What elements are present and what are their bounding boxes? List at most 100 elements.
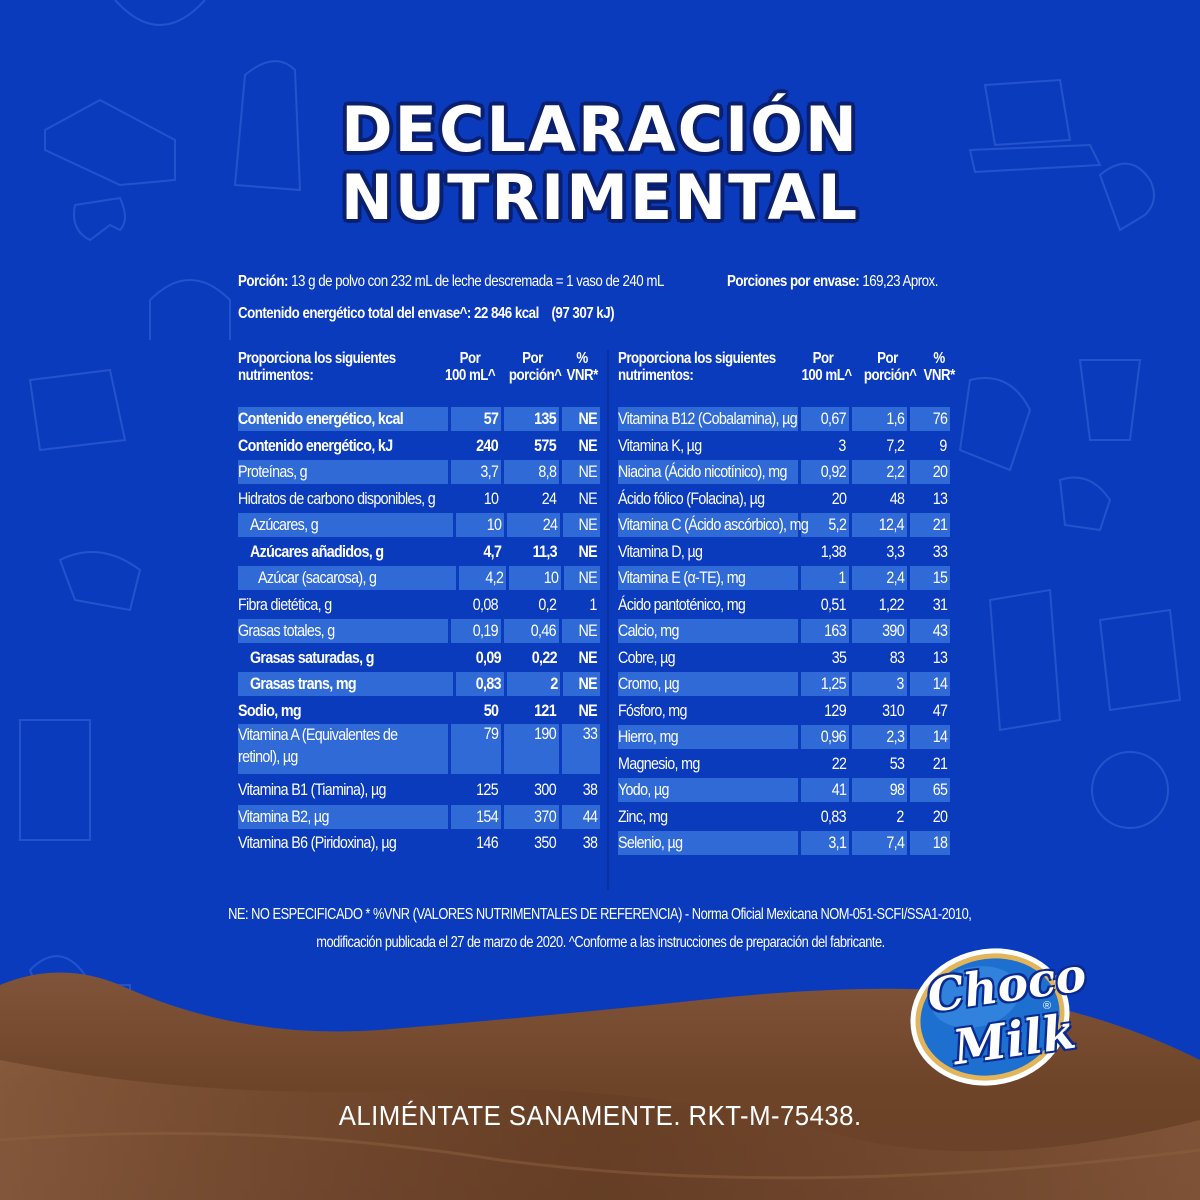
- value-per-portion: 190: [504, 724, 559, 774]
- value-per-portion: 11,3: [532, 541, 558, 561]
- value-per-100ml: 1,38: [820, 541, 847, 561]
- footnote-line2: modificación publicada el 27 de marzo de…: [315, 934, 885, 951]
- value-per-100ml: 1: [801, 566, 849, 591]
- table-row: Yodo, µg 41 98 65: [618, 777, 958, 804]
- nutrient-name: Contenido energético, kcal: [238, 407, 448, 432]
- value-per-portion: 24: [541, 488, 556, 508]
- table-row: Fósforo, mg 129 310 47: [618, 698, 958, 725]
- value-vnr: 31: [932, 594, 947, 614]
- value-per-portion: 0,2: [538, 594, 557, 614]
- nutrient-name: Selenio, µg: [618, 831, 798, 856]
- value-per-portion: 135: [504, 407, 559, 432]
- value-per-portion: 1,6: [852, 407, 907, 432]
- nutrient-name: Hidratos de carbono disponibles, g: [238, 488, 436, 508]
- value-per-portion: 2: [896, 806, 905, 826]
- nutrient-name: Vitamina K, µg: [618, 435, 702, 455]
- value-per-100ml: 10: [455, 513, 505, 538]
- value-vnr: 9: [939, 435, 948, 455]
- table-row: Cobre, µg 35 83 13: [618, 645, 958, 672]
- value-vnr: 14: [910, 725, 950, 750]
- value-per-100ml: 50: [483, 700, 498, 720]
- nutrient-name: Grasas saturadas, g: [250, 647, 374, 667]
- value-per-portion: 24: [507, 513, 561, 538]
- table-row: Contenido energético, kcal 57 135 NE: [238, 406, 600, 433]
- table-header: Proporciona los siguientes nutrimentos: …: [618, 350, 958, 406]
- value-vnr: NE: [562, 619, 600, 644]
- value-per-portion: 98: [852, 778, 907, 803]
- total-energy-kcal: Contenido energético total del envase^: …: [238, 305, 539, 322]
- page-title-line2: NUTRIMENTAL: [340, 161, 860, 234]
- table-row: Magnesio, mg 22 53 21: [618, 751, 958, 778]
- value-per-portion: 0,22: [532, 647, 558, 667]
- value-per-100ml: 79: [451, 724, 501, 774]
- value-per-portion: 390: [852, 619, 907, 644]
- value-per-100ml: 0,96: [801, 725, 849, 750]
- nutrient-name: Vitamina A (Equivalentes de retinol), µg: [238, 724, 448, 774]
- value-vnr: 1: [589, 594, 598, 614]
- nutrient-name: Fósforo, mg: [618, 700, 687, 720]
- value-per-100ml: 0,09: [475, 647, 502, 667]
- value-per-portion: 350: [534, 833, 556, 853]
- value-vnr: NE: [563, 672, 600, 697]
- value-per-100ml: 5,2: [801, 513, 849, 538]
- choco-milk-logo: Choco Milk ®: [905, 942, 1089, 1092]
- value-per-100ml: 125: [476, 780, 498, 800]
- table-row: Proteínas, g 3,7 8,8 NE: [238, 459, 600, 486]
- value-per-100ml: 3: [838, 435, 847, 455]
- nutrient-name: Contenido energético, kJ: [238, 435, 393, 455]
- total-energy-info: Contenido energético total del envase^: …: [238, 305, 615, 323]
- table-row: Vitamina B1 (Tiamina), µg 125 300 38: [238, 777, 600, 804]
- value-per-portion: 2,4: [852, 566, 907, 591]
- value-vnr: 18: [910, 831, 950, 856]
- nutrient-name: Vitamina B1 (Tiamina), µg: [238, 780, 386, 800]
- value-vnr: 33: [932, 541, 947, 561]
- nutrition-table-right: Proporciona los siguientes nutrimentos: …: [618, 350, 958, 857]
- value-per-100ml: 0,67: [801, 407, 849, 432]
- servings-value: 169,23 Aprox.: [859, 273, 938, 290]
- nutrient-name: Cromo, µg: [618, 672, 798, 697]
- value-per-100ml: 240: [476, 435, 498, 455]
- nutrient-name: Grasas totales, g: [238, 619, 448, 644]
- table-row: Ácido fólico (Folacina), µg 20 48 13: [618, 486, 958, 513]
- value-per-100ml: 41: [801, 778, 849, 803]
- servings-label: Porciones por envase:: [727, 273, 860, 290]
- portion-label: Porción:: [238, 273, 288, 290]
- table-row: Fibra dietética, g 0,08 0,2 1: [238, 592, 600, 619]
- table-row: Selenio, µg 3,1 7,4 18: [618, 830, 958, 857]
- table-row: Vitamina B2, µg 154 370 44: [238, 804, 600, 831]
- value-per-100ml: 57: [451, 407, 501, 432]
- portion-value: 13 g de polvo con 232 mL de leche descre…: [287, 273, 664, 290]
- value-vnr: 21: [932, 753, 947, 773]
- value-per-portion: 2,3: [852, 725, 907, 750]
- value-vnr: 33: [562, 724, 600, 774]
- value-per-100ml: 1,25: [801, 672, 849, 697]
- nutrient-name: Yodo, µg: [618, 778, 798, 803]
- value-vnr: 76: [910, 407, 950, 432]
- table-row: Cromo, µg 1,25 3 14: [618, 671, 958, 698]
- value-per-100ml: 10: [483, 488, 498, 508]
- table-row: Vitamina K, µg 3 7,2 9: [618, 433, 958, 460]
- value-per-100ml: 3,1: [801, 831, 849, 856]
- value-per-100ml: 22: [831, 753, 846, 773]
- table-row: Niacina (Ácido nicotínico), mg 0,92 2,2 20: [618, 459, 958, 486]
- header-vnr: % VNR*: [566, 350, 599, 384]
- logo-badge-icon: [910, 948, 1070, 1086]
- value-vnr: 21: [910, 513, 950, 538]
- nutrient-name: Proteínas, g: [238, 460, 448, 485]
- footnote-line1: NE: NO ESPECIFICADO * %VNR (VALORES NUTR…: [228, 906, 972, 923]
- value-per-portion: 310: [882, 700, 904, 720]
- value-per-100ml: 35: [831, 647, 846, 667]
- nutrient-name: Vitamina C (Ácido ascórbico), mg: [618, 513, 809, 538]
- value-vnr: NE: [578, 700, 597, 720]
- nutrient-name: Vitamina D, µg: [618, 541, 703, 561]
- value-per-100ml: 0,08: [472, 594, 499, 614]
- nutrient-name: Fibra dietética, g: [238, 594, 332, 614]
- table-row: Grasas saturadas, g 0,09 0,22 NE: [238, 645, 600, 672]
- value-vnr: 38: [582, 780, 597, 800]
- table-row: Vitamina B12 (Cobalamina), µg 0,67 1,6 76: [618, 406, 958, 433]
- value-per-100ml: 4,2: [458, 566, 507, 591]
- table-row: Calcio, mg 163 390 43: [618, 618, 958, 645]
- value-vnr: 15: [910, 566, 950, 591]
- table-row: Ácido pantoténico, mg 0,51 1,22 31: [618, 592, 958, 619]
- value-per-portion: 7,4: [852, 831, 907, 856]
